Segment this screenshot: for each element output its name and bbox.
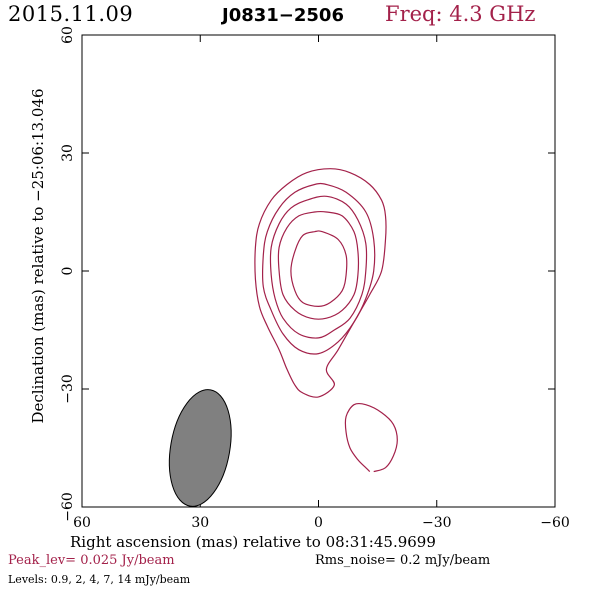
- contour-line: [261, 182, 376, 355]
- contour-line: [254, 168, 387, 398]
- y-tick-label: 30: [60, 144, 76, 162]
- x-axis-label: Right ascension (mas) relative to 08:31:…: [70, 533, 436, 551]
- x-tick-label: −30: [422, 515, 452, 531]
- x-tick-label: 30: [191, 515, 209, 531]
- observation-date: 2015.11.09: [8, 2, 134, 26]
- y-axis-label: Declination (mas) relative to −25:06:13.…: [29, 88, 47, 424]
- contour-line: [290, 230, 348, 308]
- contour-levels: Levels: 0.9, 2, 4, 7, 14 mJy/beam: [8, 573, 191, 586]
- source-name: J0831−2506: [222, 5, 344, 26]
- y-tick-label: −30: [60, 374, 76, 404]
- contour-line: [344, 402, 398, 473]
- frequency-label: Freq: 4.3 GHz: [385, 2, 536, 26]
- y-tick-label: 0: [60, 267, 76, 276]
- contour-line: [277, 210, 360, 320]
- rms-noise: Rms_noise= 0.2 mJy/beam: [315, 553, 491, 568]
- x-tick-label: −60: [540, 515, 570, 531]
- beam-shape: [168, 389, 232, 507]
- plot-frame: [81, 34, 556, 508]
- x-tick-label: 60: [73, 515, 91, 531]
- axis-ticks: [81, 34, 556, 508]
- x-tick-label: 0: [314, 515, 323, 531]
- peak-level: Peak_lev= 0.025 Jy/beam: [8, 553, 175, 568]
- contour-line: [269, 195, 368, 339]
- beam-ellipse: [168, 389, 232, 507]
- tick-labels: 60 30 0 −30 −60 −60 −30 0 30 60: [60, 26, 570, 531]
- contours: [254, 168, 398, 473]
- y-tick-label: −60: [60, 492, 76, 522]
- y-tick-label: 60: [60, 26, 76, 44]
